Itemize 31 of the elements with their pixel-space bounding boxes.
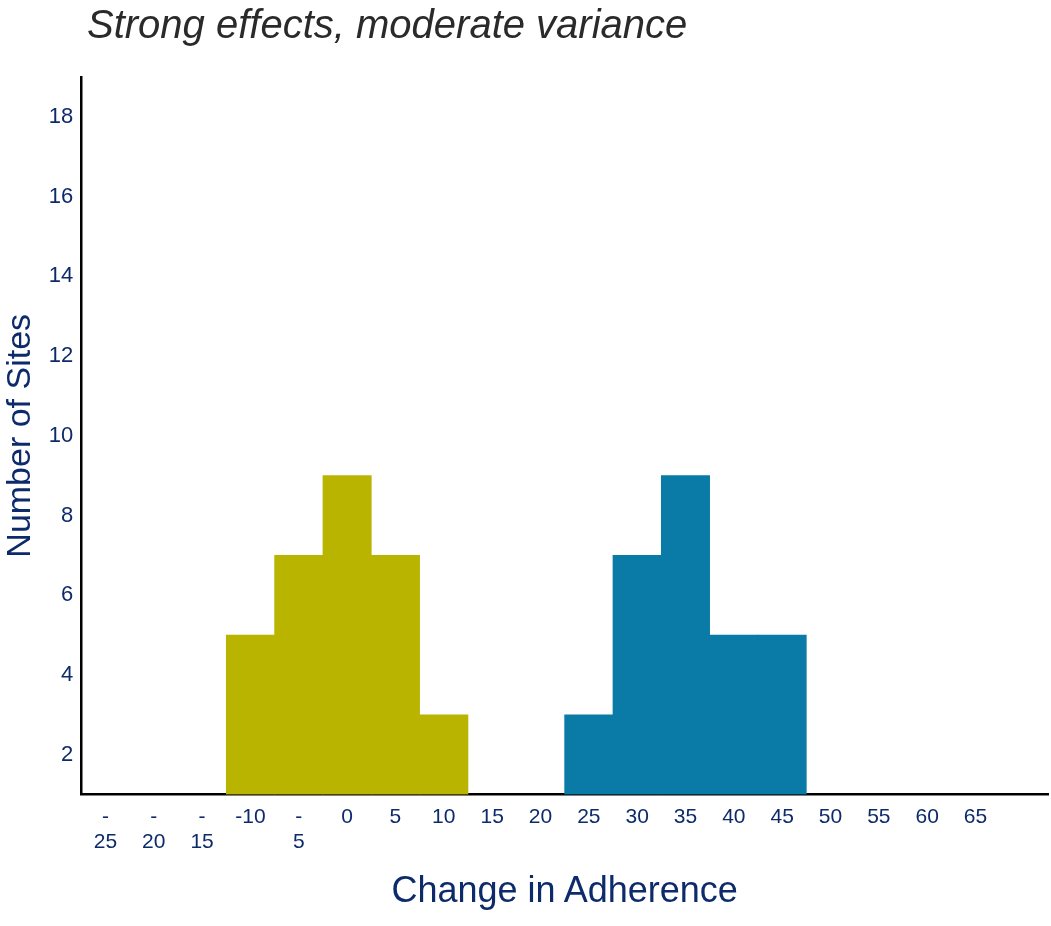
y-tick-label: 4	[61, 660, 74, 686]
y-tick-label: 16	[48, 182, 74, 208]
x-tick-label: 55	[867, 803, 891, 827]
y-tick-label: 12	[48, 342, 74, 368]
y-tick-label: 2	[61, 740, 74, 766]
x-tick-label: 10	[432, 803, 456, 827]
x-tick-label: 20	[528, 803, 553, 827]
x-tick-label: 15	[480, 803, 504, 827]
x-tick-label: - 20	[142, 803, 166, 852]
x-tick-label: - 15	[190, 803, 214, 852]
x-tick-label: 0	[341, 803, 353, 827]
y-tick-label: 14	[48, 262, 74, 288]
x-tick-label: - 25	[93, 803, 118, 852]
x-tick-label: 25	[577, 803, 601, 827]
x-axis-title: Change in Adherence	[391, 869, 738, 911]
x-tick-label: 50	[818, 803, 843, 827]
y-tick-label: 6	[61, 581, 74, 607]
x-tick-label: 40	[722, 803, 746, 827]
y-tick-label: 18	[48, 103, 74, 129]
x-tick-label: 45	[770, 803, 794, 827]
x-tick-label: 5	[389, 803, 402, 827]
x-tick-label: 65	[963, 803, 988, 827]
x-tick-label: 60	[915, 803, 939, 827]
chart-title: Strong effects, moderate variance	[87, 2, 688, 47]
x-tick-label: 35	[673, 803, 698, 827]
x-tick-label: -10	[235, 803, 266, 827]
x-tick-label: 30	[625, 803, 649, 827]
y-axis-title: Number of Sites	[0, 313, 37, 558]
y-tick-label: 10	[48, 421, 74, 447]
y-tick-label: 8	[61, 501, 74, 527]
x-tick-label: - 5	[292, 803, 305, 852]
